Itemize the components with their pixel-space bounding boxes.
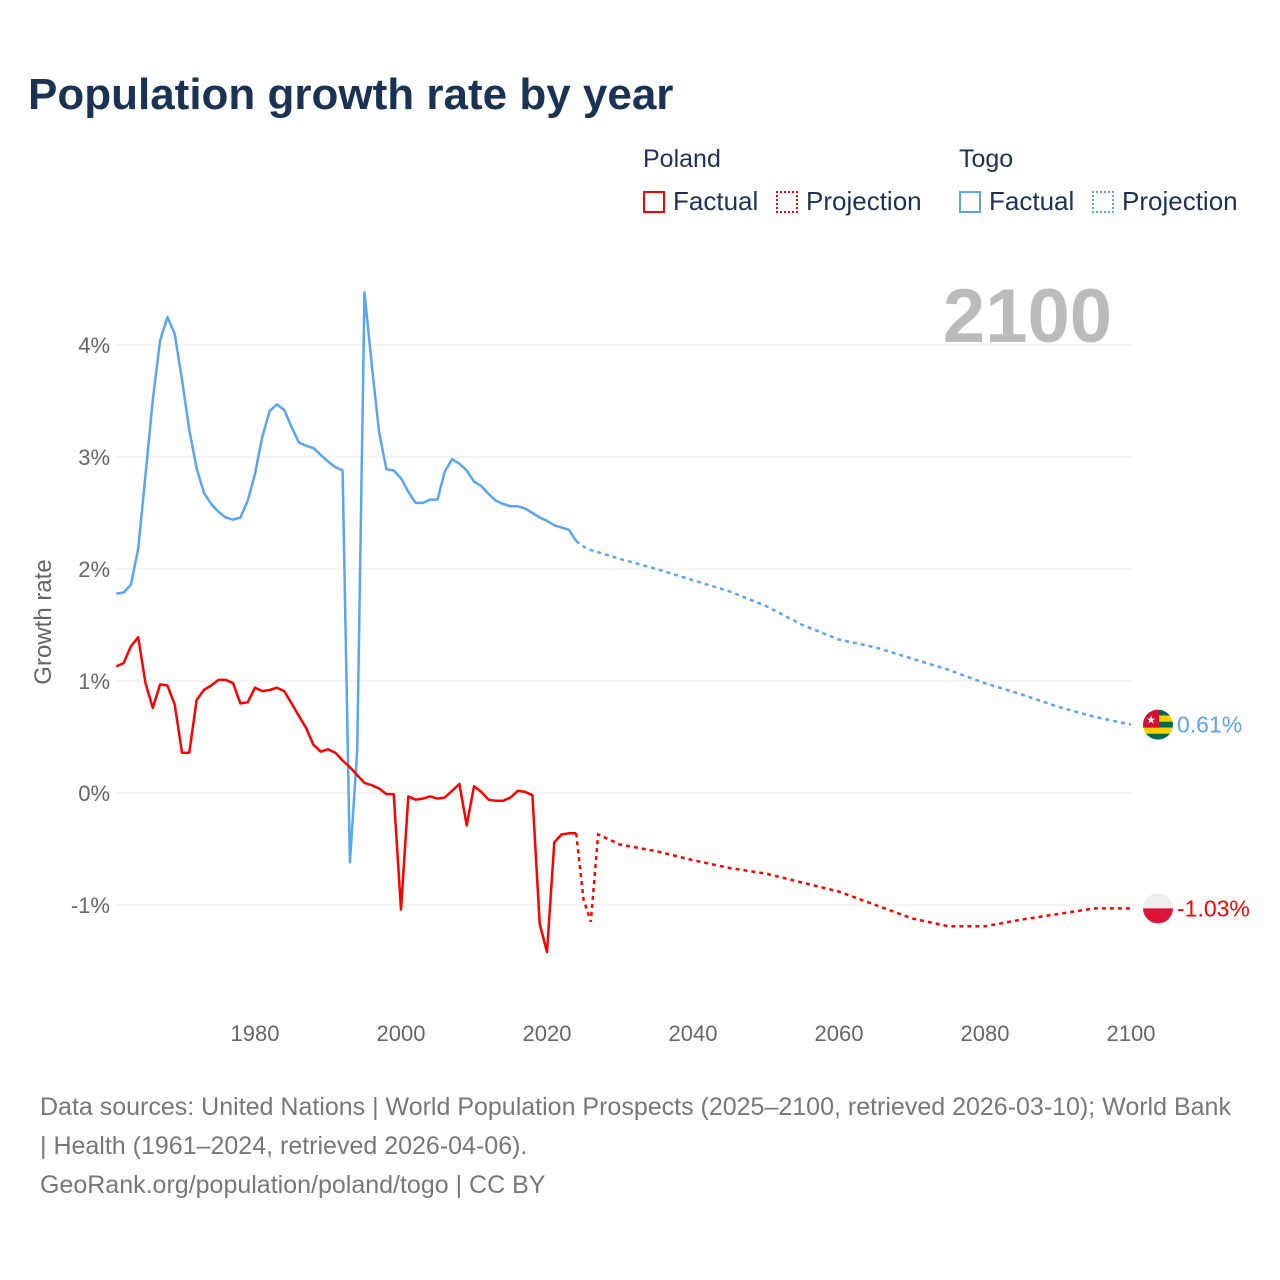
poland-factual-line [115,636,577,954]
flag-stripe [1143,908,1173,924]
poland-projection-line [574,832,1131,928]
flag-star: ★ [1146,715,1156,727]
legend-group-togo: Togo [959,145,1014,173]
x-tick-label: 2000 [377,1021,426,1046]
togo-projection-line [575,540,1132,726]
y-tick-label: 0% [78,781,110,806]
page-title: Population growth rate by year [28,70,674,119]
legend-swatch [959,190,981,213]
togo-end-label: 0.61% [1177,712,1242,738]
y-tick-label: 4% [78,333,110,358]
y-axis-label: Growth rate [30,559,57,684]
x-tick-label: 2100 [1107,1021,1156,1046]
x-tick-label: 2080 [961,1021,1010,1046]
legend-label: Projection [806,186,922,216]
legend-swatch [776,190,798,213]
legend-label: Projection [1122,186,1238,216]
y-tick-label: -1% [71,893,110,918]
poland-flag-icon [1143,893,1173,924]
year-watermark: 2100 [943,274,1112,359]
flag-stripe [1143,733,1173,740]
data-sources: Data sources: United Nations | World Pop… [40,1093,1231,1160]
legend-swatch [643,190,665,213]
poland-end-label: -1.03% [1177,895,1250,921]
flag-stripe [1143,893,1173,909]
x-tick-label: 2020 [523,1021,572,1046]
y-tick-label: 2% [78,557,110,582]
togo-flag-icon: ★ [1143,709,1173,740]
legend-poland-factual[interactable]: Factual [643,186,758,217]
legend-poland-projection[interactable]: Projection [776,186,922,217]
flag-body: ★ [1143,709,1173,740]
legend-swatch [1092,190,1114,213]
source-link[interactable]: GeoRank.org/population/poland/togo | CC … [40,1171,546,1199]
legend-label: Factual [673,186,759,216]
legend-togo-factual[interactable]: Factual [959,186,1074,217]
y-tick-label: 3% [78,445,110,470]
flag-body [1143,893,1173,924]
x-tick-label: 2060 [815,1021,864,1046]
togo-factual-line [116,291,578,864]
y-tick-label: 1% [78,669,110,694]
legend-group-poland: Poland [643,145,721,173]
x-tick-label: 1980 [231,1021,280,1046]
legend-label: Factual [989,186,1075,216]
legend-togo-projection[interactable]: Projection [1092,186,1238,217]
flag-stripe [1143,727,1173,734]
x-tick-label: 2040 [669,1021,718,1046]
footer: Data sources: United Nations | World Pop… [40,1088,1240,1205]
